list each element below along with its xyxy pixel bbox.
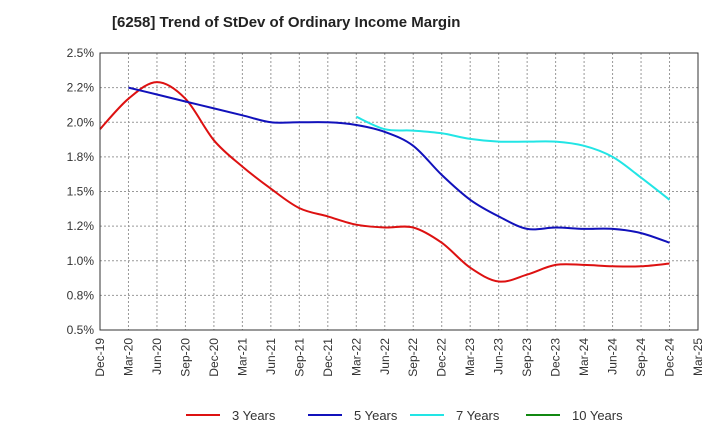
x-tick-label: Dec-19 (93, 338, 107, 377)
x-tick-label: Sep-21 (292, 338, 306, 377)
y-tick-label: 0.5% (67, 323, 95, 337)
x-tick-label: Mar-25 (691, 338, 705, 376)
series-line-7-years (355, 115, 671, 201)
series-lines (99, 81, 671, 283)
x-tick-label: Dec-22 (435, 338, 449, 377)
tick-labels: 0.5% 0.8% 1.0% 1.2% 1.5% 1.8% 2.0% 2.2% 2.5% Dec-… (67, 46, 705, 377)
line-chart: 0.5% 0.8% 1.0% 1.2% 1.5% 1.8% 2.0% 2.2% 2.5% Dec-… (67, 46, 705, 377)
legend-swatch (410, 414, 444, 416)
legend-item-7-years: 7 Years (410, 402, 499, 428)
x-tick-label: Jun-20 (150, 338, 164, 375)
x-tick-label: Mar-20 (121, 338, 135, 376)
y-tick-label: 1.8% (67, 150, 95, 164)
axes (99, 52, 699, 331)
x-tick-label: Jun-24 (606, 338, 620, 375)
x-tick-label: Sep-20 (178, 338, 192, 377)
legend-label: 5 Years (354, 407, 398, 423)
y-tick-label: 1.0% (67, 254, 95, 268)
x-tick-label: Jun-22 (378, 338, 392, 375)
legend-label: 7 Years (456, 407, 500, 423)
legend-swatch (186, 414, 220, 416)
y-tick-label: 0.8% (67, 288, 95, 302)
plot-frame (99, 52, 699, 331)
y-tick-label: 1.2% (67, 219, 95, 233)
y-tick-label: 1.5% (67, 185, 95, 199)
series-line-3-years (99, 81, 670, 283)
y-tick-label: 2.0% (67, 115, 95, 129)
legend-swatch (308, 414, 342, 416)
x-tick-label: Jun-23 (492, 338, 506, 375)
x-tick-label: Mar-23 (463, 338, 477, 376)
x-tick-label: Dec-20 (207, 338, 221, 377)
x-tick-label: Sep-23 (520, 338, 534, 377)
legend: 3 Years 5 Years 7 Years 10 Years (0, 402, 720, 428)
x-tick-label: Jun-21 (264, 338, 278, 375)
legend-item-3-years: 3 Years (186, 402, 275, 428)
chart-title: [6258] Trend of StDev of Ordinary Income… (112, 14, 461, 31)
legend-item-5-years: 5 Years (308, 402, 397, 428)
y-tick-label: 2.5% (67, 46, 95, 60)
series-line-5-years (128, 86, 670, 244)
legend-label: 10 Years (572, 407, 623, 423)
x-tick-label: Sep-22 (406, 338, 420, 377)
legend-item-10-years: 10 Years (526, 402, 623, 428)
grid-lines (99, 52, 699, 331)
y-tick-label: 2.2% (67, 81, 95, 95)
x-tick-label: Mar-22 (349, 338, 363, 376)
x-tick-label: Dec-21 (321, 338, 335, 377)
x-tick-label: Mar-24 (577, 338, 591, 376)
legend-swatch (526, 414, 560, 416)
x-tick-label: Sep-24 (634, 338, 648, 377)
x-tick-label: Dec-24 (663, 338, 677, 377)
x-tick-label: Dec-23 (549, 338, 563, 377)
x-tick-label: Mar-21 (235, 338, 249, 376)
legend-label: 3 Years (232, 407, 276, 423)
